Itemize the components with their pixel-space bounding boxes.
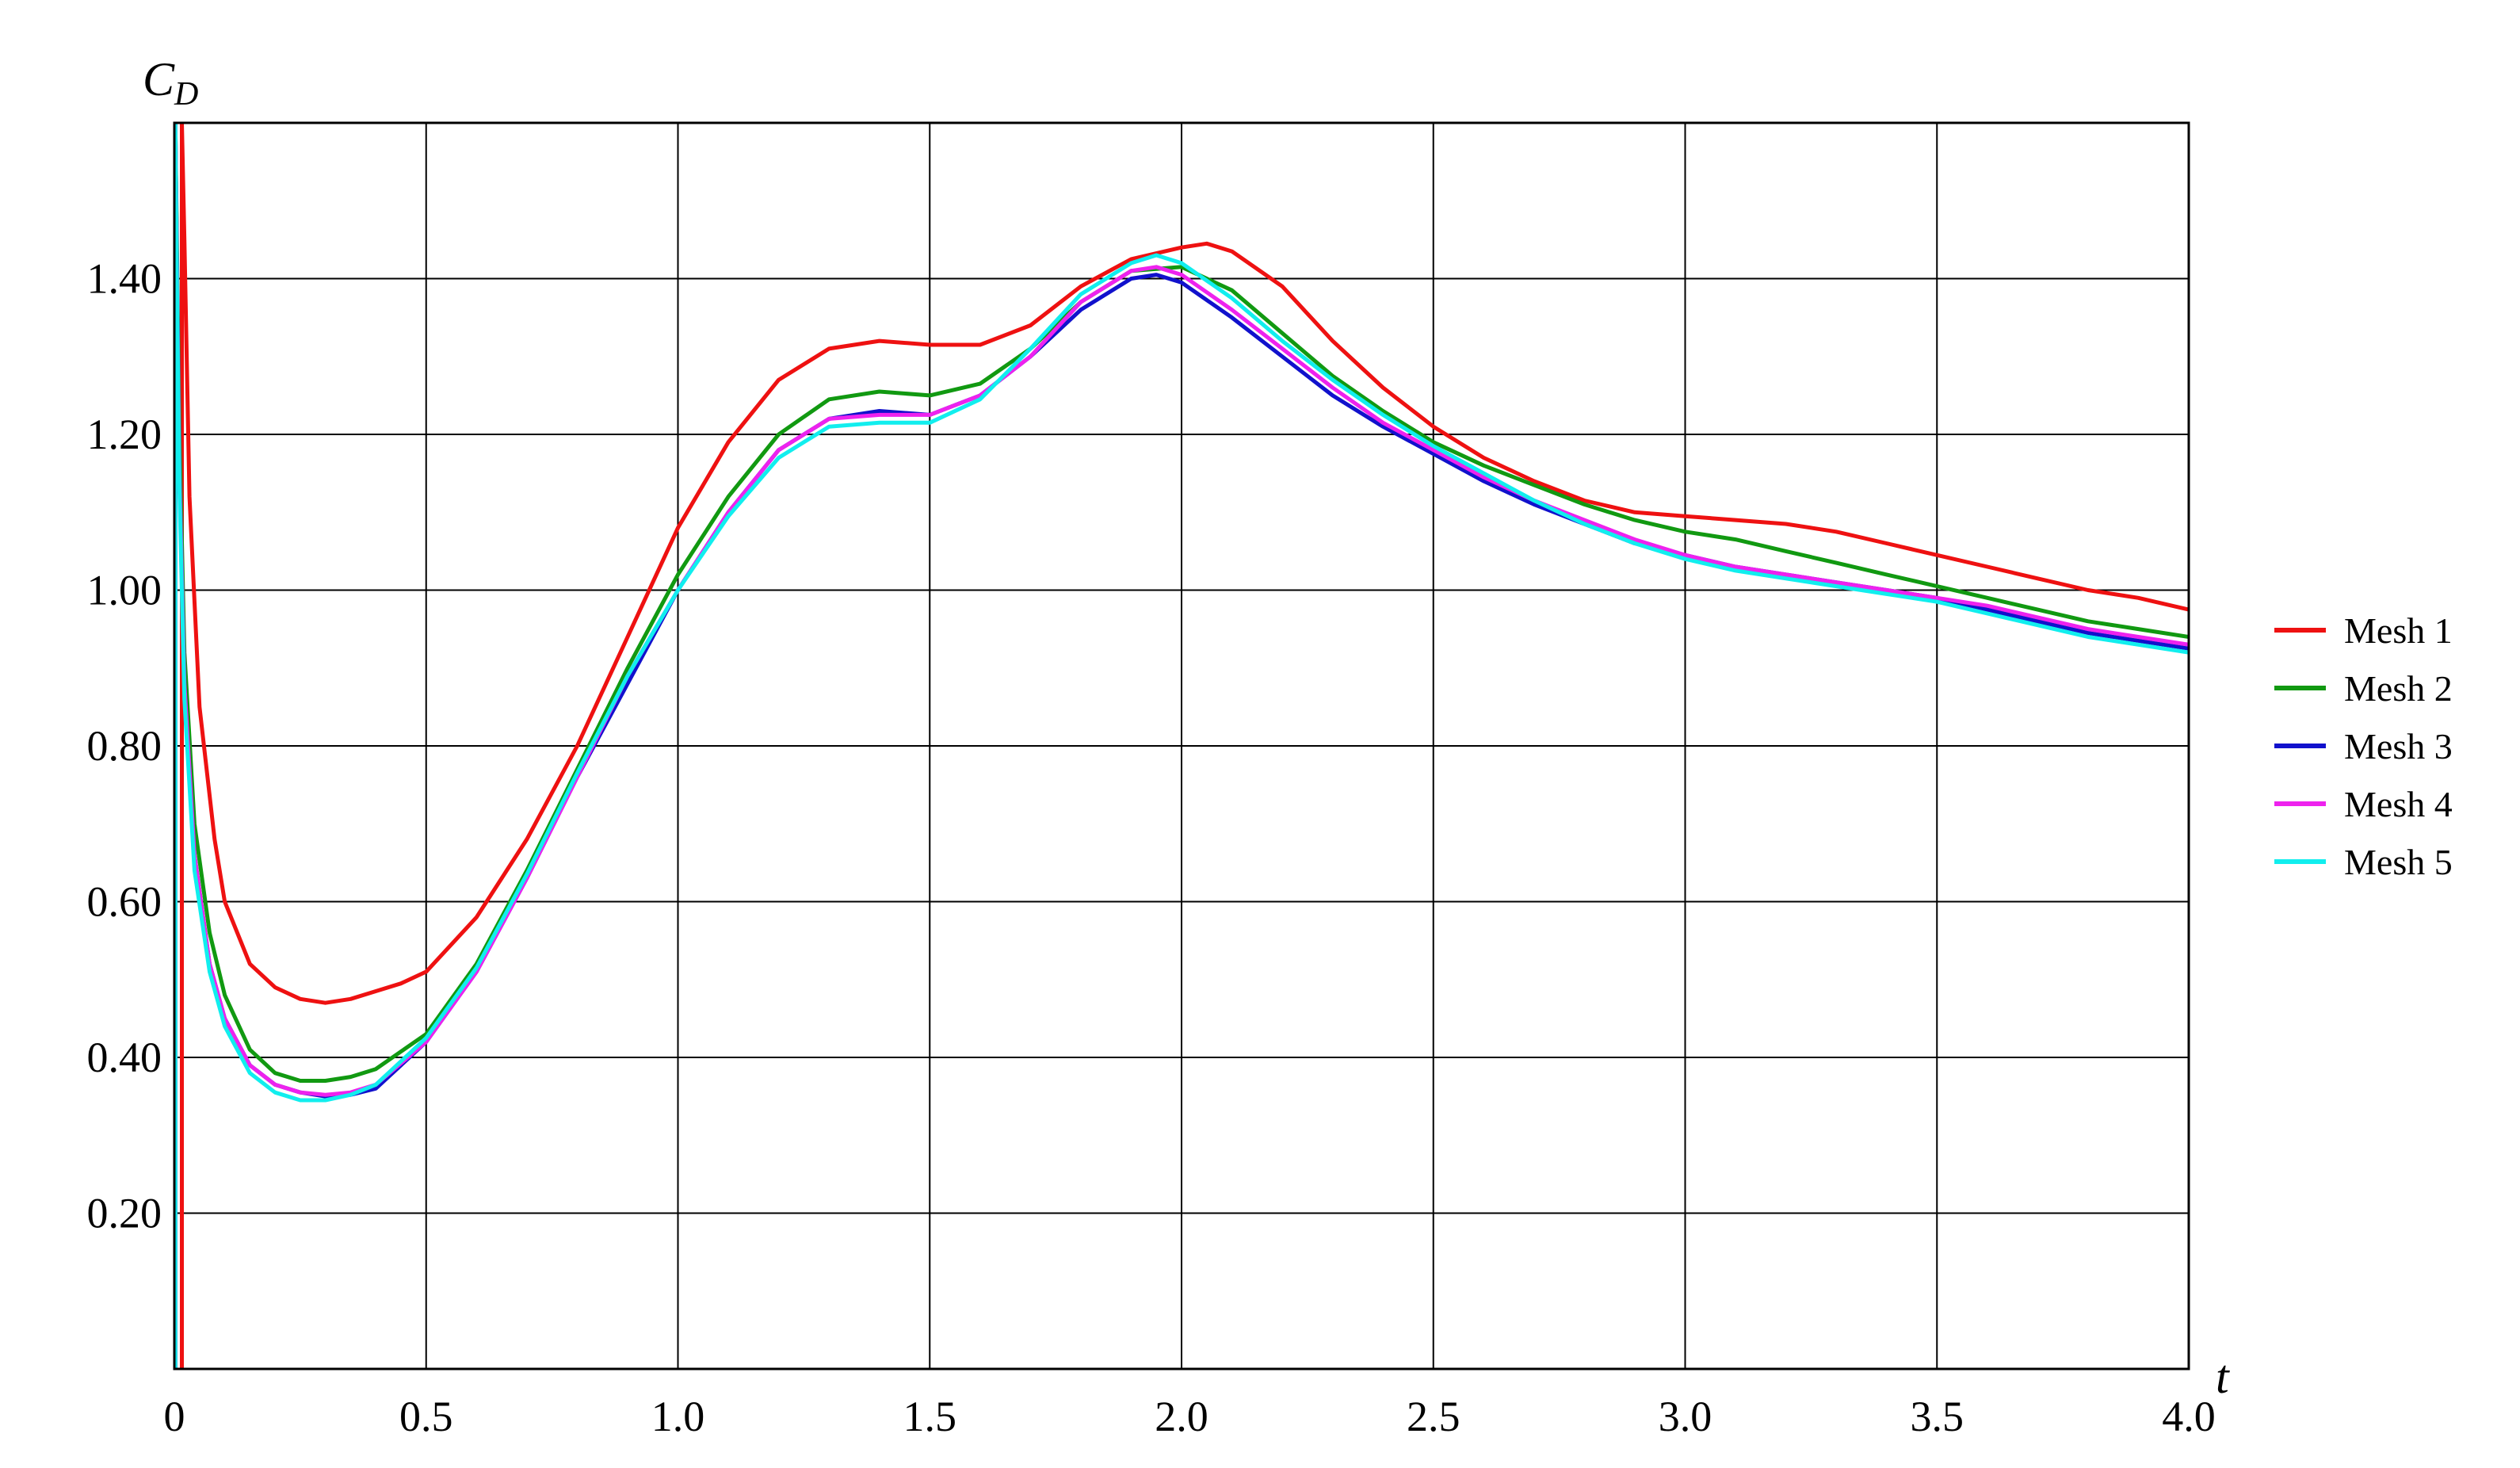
series-line-2 [174,123,2189,1369]
y-tick-labels: 0.20 0.40 0.60 0.80 1.00 1.20 1.40 [87,255,162,1237]
x-axis-label: t [2216,1351,2230,1403]
x-tick-labels: 0 0.5 1.0 1.5 2.0 2.5 3.0 3.5 4.0 [164,1393,2216,1440]
legend-label-2: Mesh 2 [2344,668,2453,709]
series-line-1 [180,123,2189,1369]
y-tick-label-3: 0.80 [87,722,162,770]
x-tick-label-3: 1.5 [903,1393,957,1440]
legend: Mesh 1 Mesh 2 Mesh 3 Mesh 4 Mesh 5 [2274,610,2453,882]
series-group [174,123,2189,1369]
x-tick-label-4: 2.0 [1155,1393,1208,1440]
legend-label-5: Mesh 5 [2344,842,2453,882]
x-tick-label-2: 1.0 [651,1393,705,1440]
x-tick-label-8: 4.0 [2162,1393,2216,1440]
legend-label-1: Mesh 1 [2344,610,2453,651]
y-axis-label-main: C [143,53,175,105]
x-tick-label-0: 0 [164,1393,185,1440]
legend-label-4: Mesh 4 [2344,784,2453,824]
x-tick-label-7: 3.5 [1911,1393,1964,1440]
legend-label-3: Mesh 3 [2344,726,2453,766]
y-tick-label-0: 0.20 [87,1190,162,1237]
plot-frame [173,121,2190,1371]
y-tick-label-1: 0.40 [87,1034,162,1081]
y-axis-label-sub: D [174,76,198,113]
y-tick-label-6: 1.40 [87,255,162,303]
grid [174,123,2189,1369]
series-line-5 [174,123,2189,1369]
y-tick-label-4: 1.00 [87,567,162,614]
y-tick-label-5: 1.20 [87,411,162,458]
x-tick-label-1: 0.5 [399,1393,453,1440]
y-tick-label-2: 0.60 [87,878,162,926]
x-tick-label-6: 3.0 [1659,1393,1712,1440]
y-axis-label: CD [143,53,198,113]
x-tick-label-5: 2.5 [1407,1393,1460,1440]
series-line-4 [174,123,2189,1369]
